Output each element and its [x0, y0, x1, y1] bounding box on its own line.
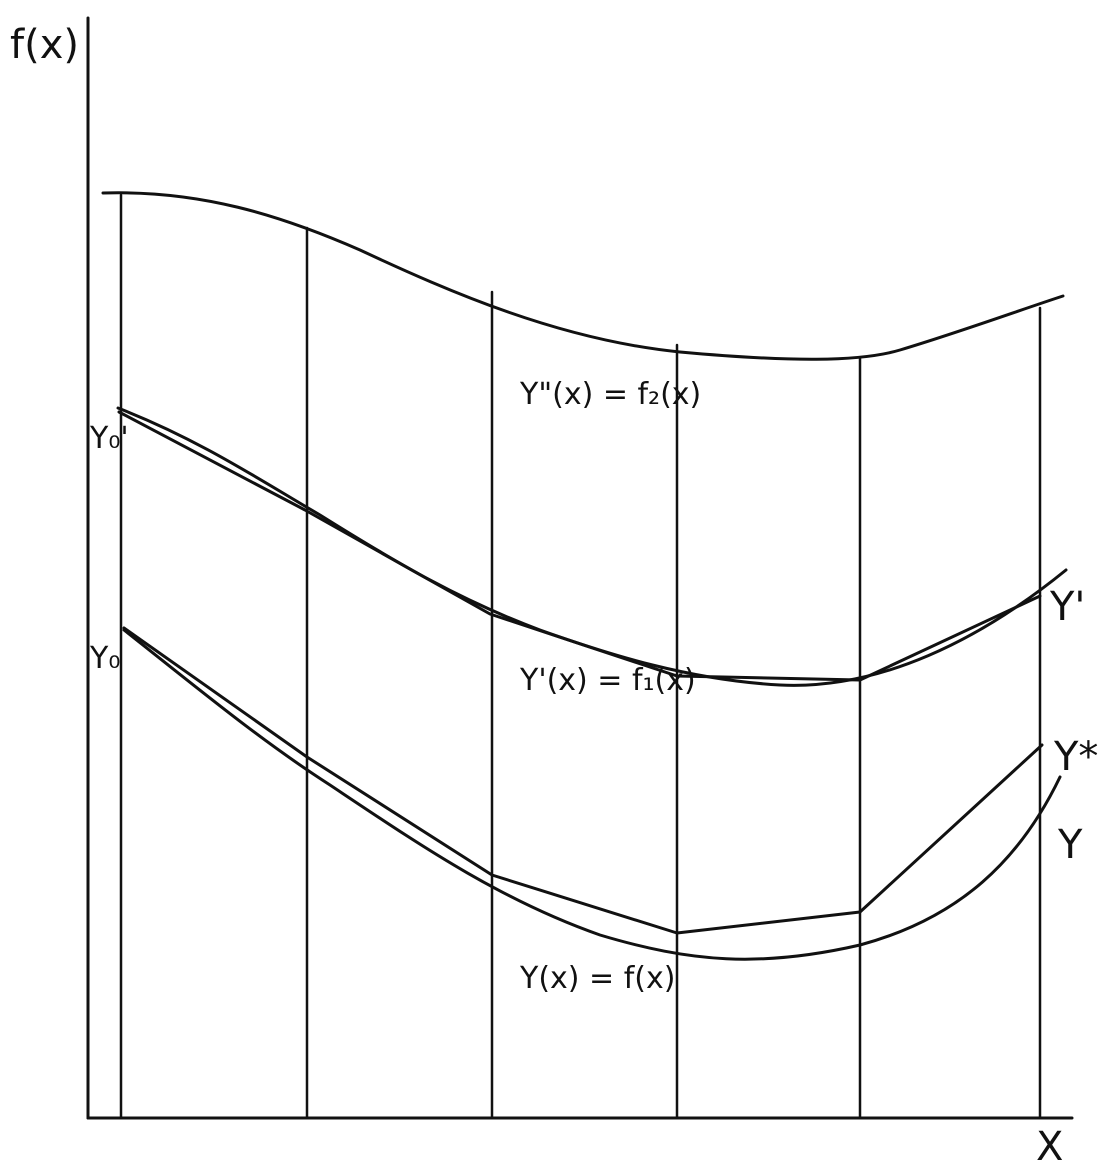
y-axis-label: f(x) — [10, 22, 79, 68]
y-star-end-label: Y* — [1053, 734, 1098, 780]
first-derivative-approx — [117, 410, 1042, 682]
second-derivative-curve — [101, 191, 1065, 361]
first-derivative-curve — [116, 406, 1068, 687]
y-prime-end-label: Y' — [1049, 584, 1085, 630]
approx-solution-polyline — [122, 626, 1044, 935]
function-curve — [122, 628, 1062, 961]
y-end-label: Y — [1057, 822, 1083, 868]
second-derivative-label: Y"(x) = f₂(x) — [519, 377, 701, 412]
function-label: Y(x) = f(x) — [519, 961, 675, 996]
y0-prime-label: Y₀' — [89, 421, 129, 456]
y0-label: Y₀ — [89, 641, 120, 676]
x-axis-label: X — [1036, 1124, 1063, 1167]
first-derivative-label: Y'(x) = f₁(x) — [519, 663, 696, 698]
step-lines — [119, 193, 1042, 1120]
